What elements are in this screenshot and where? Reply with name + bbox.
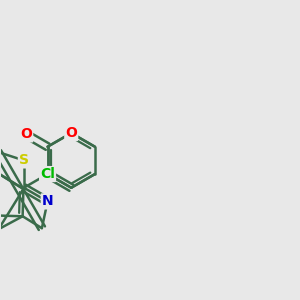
Text: N: N [42,194,53,208]
Text: S: S [19,153,29,167]
Text: Cl: Cl [40,167,55,181]
Text: O: O [65,126,77,140]
Text: O: O [20,128,32,141]
